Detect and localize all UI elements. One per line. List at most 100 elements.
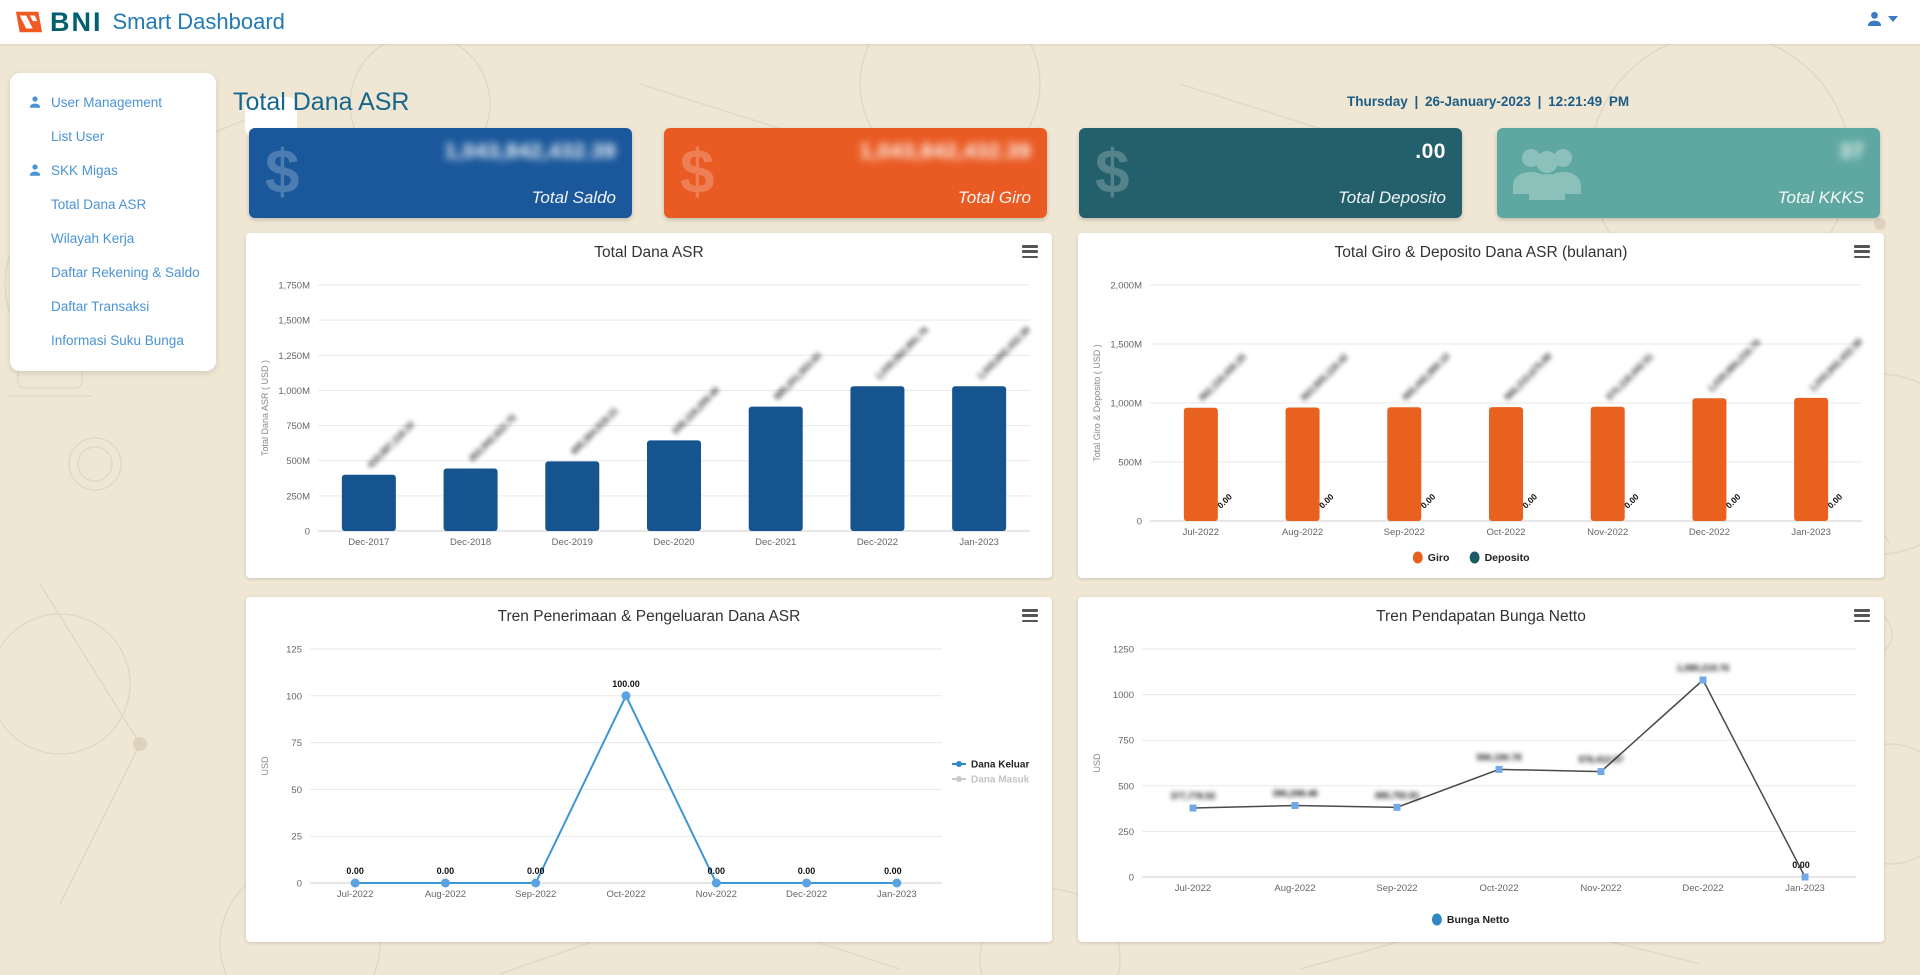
users-icon [1513, 149, 1581, 200]
svg-text:0: 0 [1129, 873, 1134, 884]
svg-text:1000: 1000 [1113, 690, 1134, 701]
sidebar-item-label: List User [51, 128, 105, 144]
chart-menu-icon[interactable] [1022, 245, 1038, 258]
svg-text:Total Dana ASR ( USD ): Total Dana ASR ( USD ) [260, 360, 270, 456]
sidebar-item-wilayah-kerja[interactable]: Wilayah Kerja [10, 221, 216, 255]
svg-text:963,905,118.42: 963,905,118.42 [1299, 352, 1350, 403]
svg-text:100: 100 [286, 691, 302, 702]
svg-text:500: 500 [1118, 781, 1134, 792]
svg-text:Sep-2022: Sep-2022 [515, 889, 556, 900]
svg-text:Oct-2022: Oct-2022 [1486, 527, 1525, 538]
page-title: Total Dana ASR [233, 88, 410, 116]
svg-text:Jul-2022: Jul-2022 [337, 889, 373, 900]
svg-text:Dec-2022: Dec-2022 [1689, 527, 1730, 538]
svg-text:Giro: Giro [1428, 552, 1450, 564]
line-chart-bunga-netto[interactable]: 0 250 500 750 1000 1250 USD Jul-2022 Aug-2022 Sep… [1086, 633, 1876, 935]
svg-text:0: 0 [1137, 517, 1142, 528]
svg-text:390,298.48: 390,298.48 [1272, 788, 1317, 798]
svg-text:645,118,209.40: 645,118,209.40 [670, 385, 721, 436]
svg-text:377,778.52: 377,778.52 [1170, 791, 1215, 801]
kpi-value: 1,043,842,432.39 [444, 140, 616, 163]
sidebar-item-label: Informasi Suku Bunga [51, 332, 184, 348]
sidebar-item-label: Daftar Transaksi [51, 298, 150, 314]
svg-text:100.00: 100.00 [612, 679, 640, 689]
chart-menu-icon[interactable] [1022, 609, 1038, 622]
kpi-value: 37 [1839, 140, 1864, 163]
svg-text:495,364,918.21: 495,364,918.21 [569, 406, 620, 457]
svg-text:Oct-2022: Oct-2022 [1479, 883, 1518, 894]
user-icon [1867, 11, 1882, 26]
svg-text:250: 250 [1118, 827, 1134, 838]
brand-bni-text: BNI [50, 6, 103, 37]
svg-text:0: 0 [305, 527, 310, 538]
svg-text:Dana Masuk: Dana Masuk [971, 775, 1030, 786]
svg-text:Total Giro & Deposito ( USD ): Total Giro & Deposito ( USD ) [1092, 344, 1102, 462]
svg-text:Jul-2022: Jul-2022 [1175, 883, 1211, 894]
user-menu[interactable] [1866, 10, 1898, 27]
sidebar-item-total-dana-asr[interactable]: Total Dana ASR [10, 187, 216, 221]
svg-text:419,587,118.10: 419,587,118.10 [365, 419, 416, 470]
svg-text:Dana Keluar: Dana Keluar [971, 760, 1029, 771]
chart-title: Tren Pendapatan Bunga Netto [1376, 608, 1586, 625]
svg-text:500M: 500M [286, 456, 310, 467]
sidebar-item-daftar-rekening-saldo[interactable]: Daftar Rekening & Saldo [10, 255, 216, 289]
chevron-down-icon [1888, 15, 1898, 22]
kpi-card-total-saldo: $ 1,043,842,432.39 Total Saldo [249, 128, 632, 218]
svg-text:0.00: 0.00 [1520, 491, 1539, 510]
chart-menu-icon[interactable] [1854, 609, 1870, 622]
svg-text:Jan-2023: Jan-2023 [1785, 883, 1825, 894]
app-title: Smart Dashboard [112, 9, 285, 34]
svg-text:0.00: 0.00 [1825, 491, 1844, 510]
person-icon [29, 96, 41, 108]
svg-text:0.00: 0.00 [1622, 491, 1641, 510]
svg-text:Dec-2022: Dec-2022 [786, 889, 827, 900]
bni-logo-icon [15, 11, 43, 33]
svg-text:Aug-2022: Aug-2022 [1274, 883, 1315, 894]
chart-menu-icon[interactable] [1854, 245, 1870, 258]
svg-text:1,500M: 1,500M [278, 316, 310, 327]
svg-text:75: 75 [291, 738, 302, 749]
svg-text:0.00: 0.00 [527, 866, 545, 876]
svg-text:Dec-2022: Dec-2022 [857, 537, 898, 548]
sidebar-item-informasi-suku-bunga[interactable]: Informasi Suku Bunga [10, 323, 216, 357]
svg-text:Dec-2020: Dec-2020 [653, 537, 694, 548]
svg-text:Deposito: Deposito [1485, 552, 1530, 564]
kpi-card-total-giro: $ 1,043,842,432.39 Total Giro [664, 128, 1047, 218]
chart-card-bunga-netto: Tren Pendapatan Bunga Netto 0 250 500 750 10… [1078, 597, 1884, 942]
kpi-card-total-deposito: $ .00 Total Deposito [1079, 128, 1462, 218]
bar-chart-giro-deposito[interactable]: 0 500M 1,000M 1,500M 2,000M Total Giro & Depo… [1086, 269, 1876, 571]
svg-text:2,000M: 2,000M [1110, 281, 1142, 292]
svg-text:0.00: 0.00 [1724, 491, 1743, 510]
sidebar-item-label: Daftar Rekening & Saldo [51, 264, 200, 280]
svg-text:380,792.81: 380,792.81 [1374, 790, 1419, 800]
line-chart-tren-penerimaan[interactable]: 0 25 50 75 100 125 USD Jul-2022 Aug-2022 Sep-2022… [254, 633, 1044, 935]
svg-text:590,190.78: 590,190.78 [1476, 752, 1521, 762]
svg-text:966,210,675.88: 966,210,675.88 [1502, 351, 1553, 402]
svg-text:0.00: 0.00 [1317, 491, 1336, 510]
svg-text:Jul-2022: Jul-2022 [1183, 527, 1219, 538]
chart-card-giro-deposito: Total Giro & Deposito Dana ASR (bulanan)… [1078, 233, 1884, 578]
svg-text:Nov-2022: Nov-2022 [1587, 527, 1628, 538]
top-header: BNI Smart Dashboard [0, 0, 1920, 44]
chart-card-total-dana-asr: Total Dana ASR 0 250M 500M 750M 1,000M 1,250M… [246, 233, 1052, 578]
svg-text:0.00: 0.00 [708, 866, 726, 876]
svg-text:Jan-2023: Jan-2023 [877, 889, 917, 900]
svg-text:Sep-2022: Sep-2022 [1376, 883, 1417, 894]
sidebar-item-daftar-transaksi[interactable]: Daftar Transaksi [10, 289, 216, 323]
chart-title: Tren Penerimaan & Pengeluaran Dana ASR [497, 608, 801, 625]
brand-logo: BNI Smart Dashboard [14, 7, 285, 38]
svg-text:500M: 500M [1118, 458, 1142, 469]
svg-text:Jan-2023: Jan-2023 [959, 537, 999, 548]
person-icon [29, 164, 41, 176]
kpi-label: Total KKKS [1777, 188, 1864, 207]
sidebar-item-skk-migas[interactable]: SKK Migas [10, 153, 216, 187]
sidebar-item-list-user[interactable]: List User [10, 119, 216, 153]
bar-chart-total-dana-asr[interactable]: 0 250M 500M 750M 1,000M 1,250M 1,500M 1,750M Tot… [254, 269, 1044, 571]
chart-title: Total Dana ASR [594, 244, 704, 261]
svg-text:0.00: 0.00 [798, 866, 816, 876]
page-datetime: Thursday | 26-January-2023 | 12:21:49 PM [1347, 94, 1630, 109]
dollar-icon: $ [265, 138, 300, 207]
svg-text:885,201,553.93: 885,201,553.93 [772, 351, 823, 402]
svg-text:USD: USD [1092, 753, 1102, 773]
sidebar-item-user-management[interactable]: User Management [10, 85, 216, 119]
